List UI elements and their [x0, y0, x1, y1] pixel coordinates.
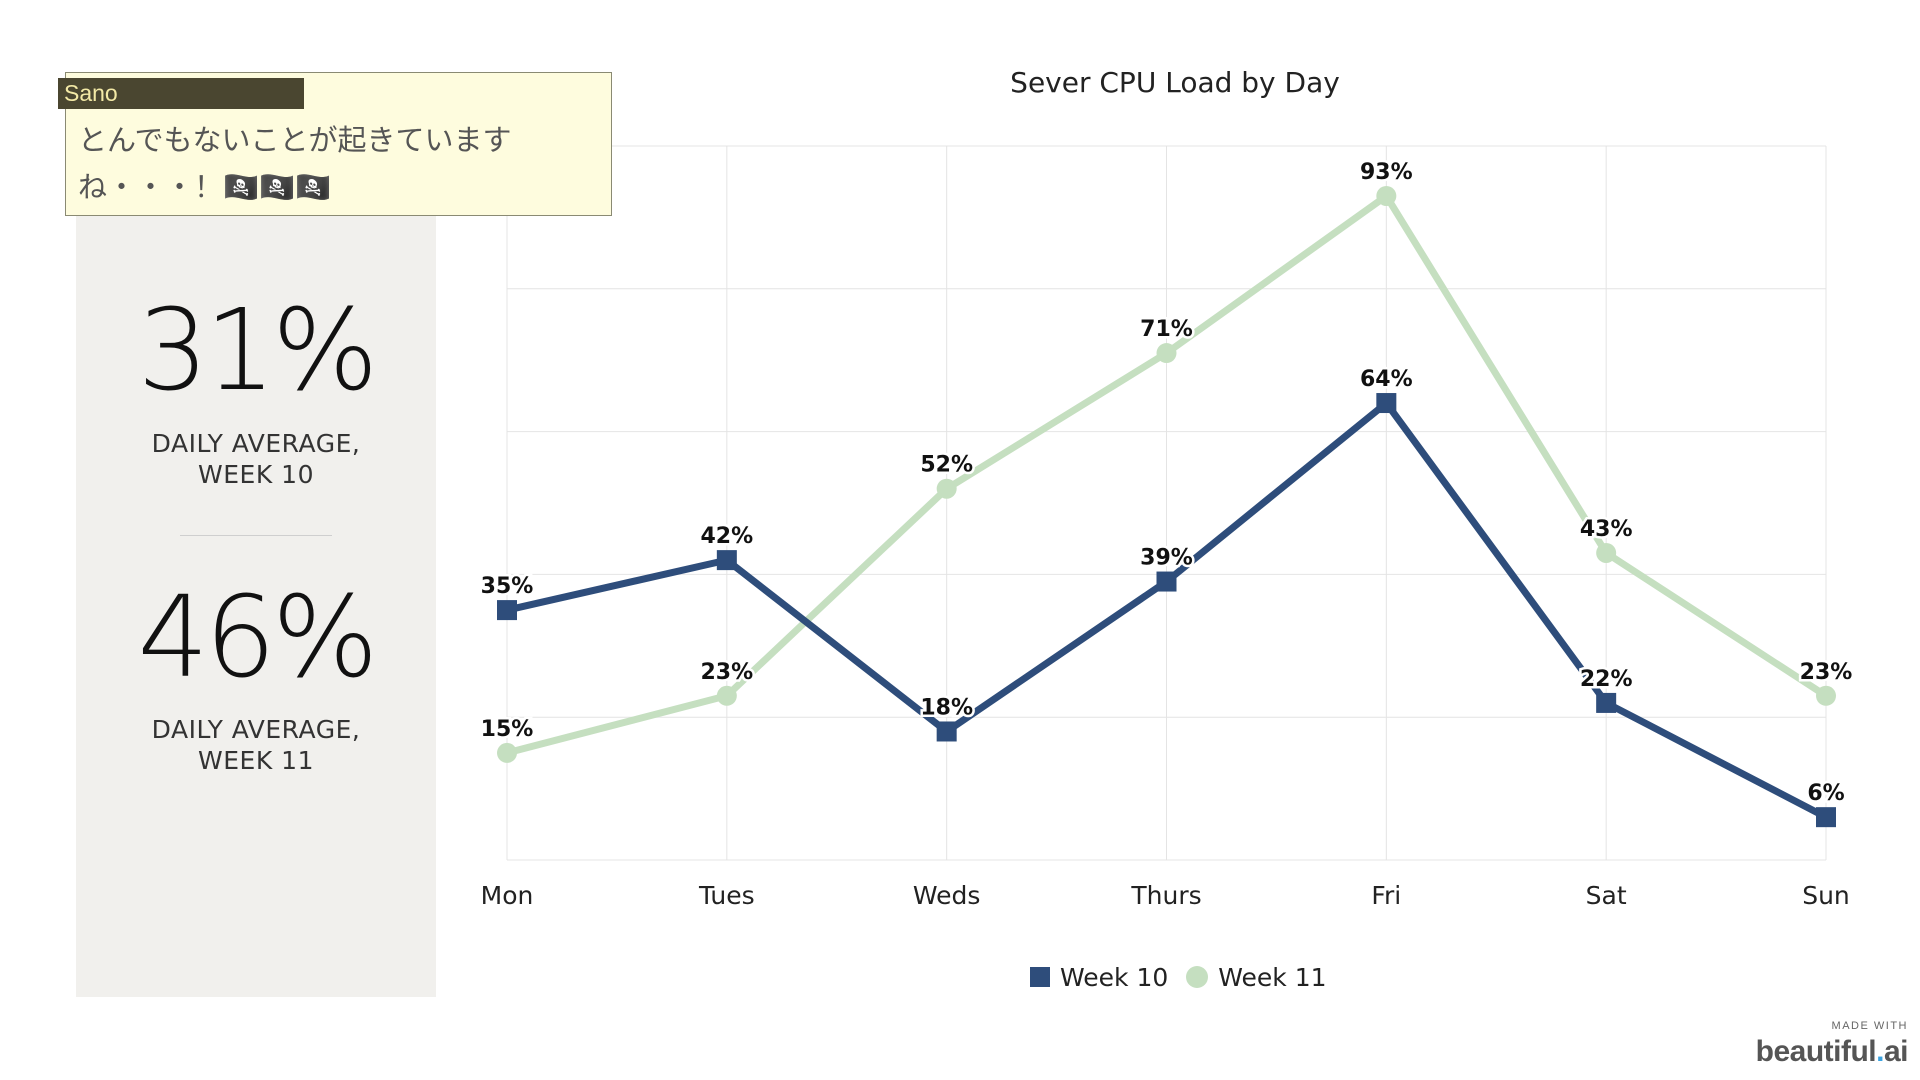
- legend-circle-icon: [1186, 966, 1209, 988]
- beautiful-ai-logo[interactable]: beautiful.ai: [1755, 1035, 1909, 1069]
- data-label: 43%: [1580, 517, 1633, 542]
- data-label: 39%: [1140, 546, 1193, 571]
- summary-panel: 31% DAILY AVERAGE, WEEK 10 46% DAILY AVE…: [76, 170, 436, 997]
- data-label: 64%: [1360, 367, 1413, 392]
- data-point-square: [716, 550, 737, 571]
- data-label: 42%: [700, 524, 753, 549]
- data-label: 52%: [920, 453, 973, 478]
- data-label: 35%: [481, 574, 534, 599]
- week11-average-value: 46%: [137, 573, 379, 703]
- x-tick-label: Sun: [1802, 881, 1850, 910]
- data-point-circle: [497, 742, 517, 763]
- data-point-circle: [1816, 685, 1836, 706]
- data-label: 15%: [481, 717, 534, 742]
- week10-average-value: 31%: [137, 286, 379, 416]
- x-tick-label: Fri: [1371, 881, 1401, 910]
- legend-label-week10: Week 10: [1060, 962, 1169, 992]
- stat-divider: [180, 535, 332, 536]
- data-point-square: [1816, 807, 1836, 828]
- x-tick-label: Tues: [698, 881, 755, 910]
- data-point-circle: [1156, 343, 1177, 364]
- line-chart: Mon Tues Weds Thurs Fri Sat Sun 35% 42% 18% 39% 64%…: [478, 145, 1855, 910]
- x-tick-label: Sat: [1586, 881, 1627, 910]
- chart-legend: Week 10 Week 11: [1030, 962, 1327, 992]
- data-label: 93%: [1360, 160, 1413, 185]
- data-label: 71%: [1140, 317, 1193, 342]
- data-point-circle: [936, 478, 957, 499]
- data-point-circle: [716, 685, 737, 706]
- x-tick-label: Thurs: [1130, 881, 1201, 910]
- data-point-square: [1376, 393, 1397, 414]
- comment-author: Sano: [58, 78, 304, 109]
- made-with-label: MADE WITH: [1831, 1020, 1908, 1032]
- legend-item-week10: Week 10: [1030, 963, 1168, 992]
- data-label: 18%: [920, 695, 973, 720]
- data-point-square: [1156, 571, 1177, 592]
- x-tick-label: Mon: [481, 881, 534, 910]
- chart-title: Sever CPU Load by Day: [1010, 66, 1340, 99]
- data-point-square: [936, 721, 957, 742]
- x-tick-label: Weds: [913, 881, 981, 910]
- brand-suffix: ai: [1883, 1035, 1909, 1068]
- data-point-circle: [1376, 185, 1397, 206]
- data-label: 22%: [1580, 667, 1633, 692]
- data-point-circle: [1596, 542, 1617, 563]
- legend-square-icon: [1030, 967, 1050, 987]
- data-label: 23%: [1800, 660, 1853, 685]
- data-label: 6%: [1807, 781, 1844, 806]
- brand-dot: .: [1876, 1035, 1884, 1068]
- comment-text: とんでもないことが起きています ね・・・！🏴‍☠️🏴‍☠️🏴‍☠️: [78, 123, 512, 204]
- comment-note[interactable]: Sano とんでもないことが起きています ね・・・！🏴‍☠️🏴‍☠️🏴‍☠️: [58, 72, 612, 216]
- legend-item-week11: Week 11: [1186, 962, 1327, 992]
- week10-average-label: DAILY AVERAGE, WEEK 10: [151, 429, 361, 489]
- data-point-square: [497, 600, 517, 621]
- legend-label-week11: Week 11: [1218, 962, 1327, 992]
- brand-name: beautiful: [1755, 1035, 1877, 1068]
- week11-average-label: DAILY AVERAGE, WEEK 11: [151, 715, 361, 775]
- data-label: 23%: [700, 660, 753, 685]
- data-point-square: [1596, 692, 1617, 713]
